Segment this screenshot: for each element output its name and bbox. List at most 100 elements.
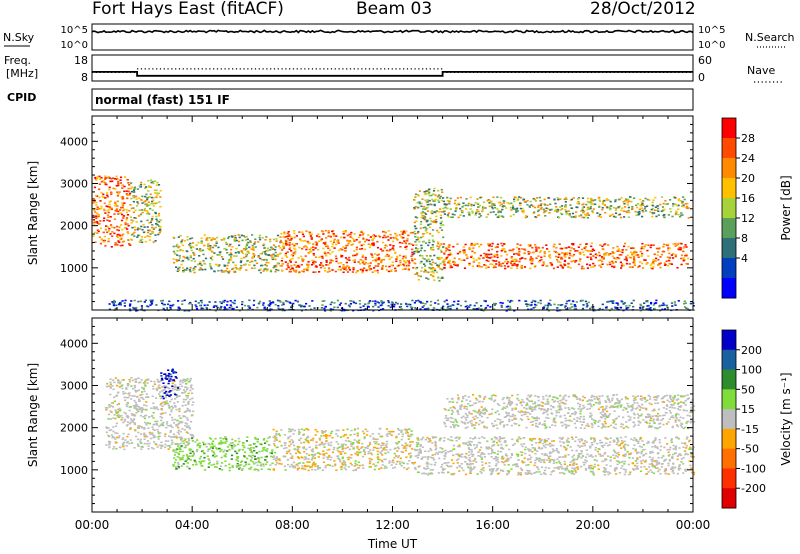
data-cell [126,194,129,197]
data-cell [126,231,129,233]
data-cell [432,190,436,192]
data-cell [181,458,184,461]
data-cell [584,300,587,303]
data-cell [586,206,589,209]
data-cell [387,305,390,307]
data-cell [170,398,173,401]
data-cell [182,389,186,391]
data-cell [344,267,347,269]
data-cell [122,437,125,439]
data-cell [577,202,581,205]
data-cell [176,254,179,256]
data-cell [593,264,596,267]
data-cell [131,421,135,423]
data-cell [377,302,381,304]
data-cell [404,261,407,263]
data-cell [179,379,182,382]
data-cell [668,262,671,265]
data-cell [329,235,332,238]
data-cell [397,264,400,267]
data-cell [565,252,568,254]
data-cell [531,257,534,260]
data-cell [167,382,170,385]
data-cell [149,193,152,196]
data-cell [140,386,144,389]
data-cell [174,451,177,454]
data-cell [374,235,377,237]
data-cell [345,269,348,271]
data-cell [442,197,445,199]
data-cell [452,261,455,263]
data-cell [116,411,120,413]
data-cell [387,254,390,257]
data-cell [657,214,660,216]
data-cell [374,253,377,255]
data-cell [637,266,640,268]
data-cell [616,302,619,305]
data-cell [137,425,140,427]
data-cell [174,376,177,378]
data-cell [107,237,110,240]
data-cell [178,249,182,252]
data-cell [299,239,302,242]
data-cell [384,236,387,239]
data-cell [268,300,271,302]
data-cell [240,251,243,253]
data-cell [314,428,317,431]
data-cell [163,303,166,306]
data-cell [241,444,244,447]
data-cell [251,260,254,263]
data-cell [189,302,192,305]
data-cell [442,211,445,213]
data-cell [111,180,114,183]
data-cell [342,266,345,268]
data-cell [437,248,440,250]
data-cell [332,232,335,235]
data-cell [157,184,161,186]
data-cell [106,231,109,233]
data-cell [92,235,95,237]
data-cell [286,264,289,267]
data-cell [644,210,648,212]
data-cell [227,237,230,240]
data-cell [412,244,415,246]
data-cell [420,220,423,223]
data-cell [326,458,329,460]
data-cell [181,421,184,423]
data-cell [173,402,176,404]
data-cell [182,255,185,258]
data-cell [512,208,515,210]
data-cell [275,459,278,462]
data-cell [305,427,308,430]
data-cell [572,253,576,256]
data-cell [438,256,441,259]
data-cell [191,450,194,453]
data-cell [577,246,580,248]
data-cell [570,260,573,263]
data-cell [406,305,409,308]
data-cell [94,241,97,243]
data-cell [264,258,267,261]
data-cell [226,450,229,452]
data-cell [391,264,394,267]
data-cell [433,211,436,213]
data-cell [262,304,265,306]
data-cell [110,208,113,211]
data-cell [140,448,143,450]
data-cell [644,259,647,261]
data-cell [174,449,178,451]
data-cell [638,265,641,267]
data-cell [174,393,177,396]
data-cell [205,306,208,309]
data-cell [669,199,672,201]
data-cell [383,467,386,470]
data-cell [619,216,622,219]
data-cell [268,305,271,307]
data-cell [201,268,204,271]
data-cell [518,299,521,302]
data-cell [127,187,130,190]
data-cell [276,462,279,464]
data-cell [401,451,404,453]
data-cell [328,259,332,261]
data-cell [512,259,515,261]
